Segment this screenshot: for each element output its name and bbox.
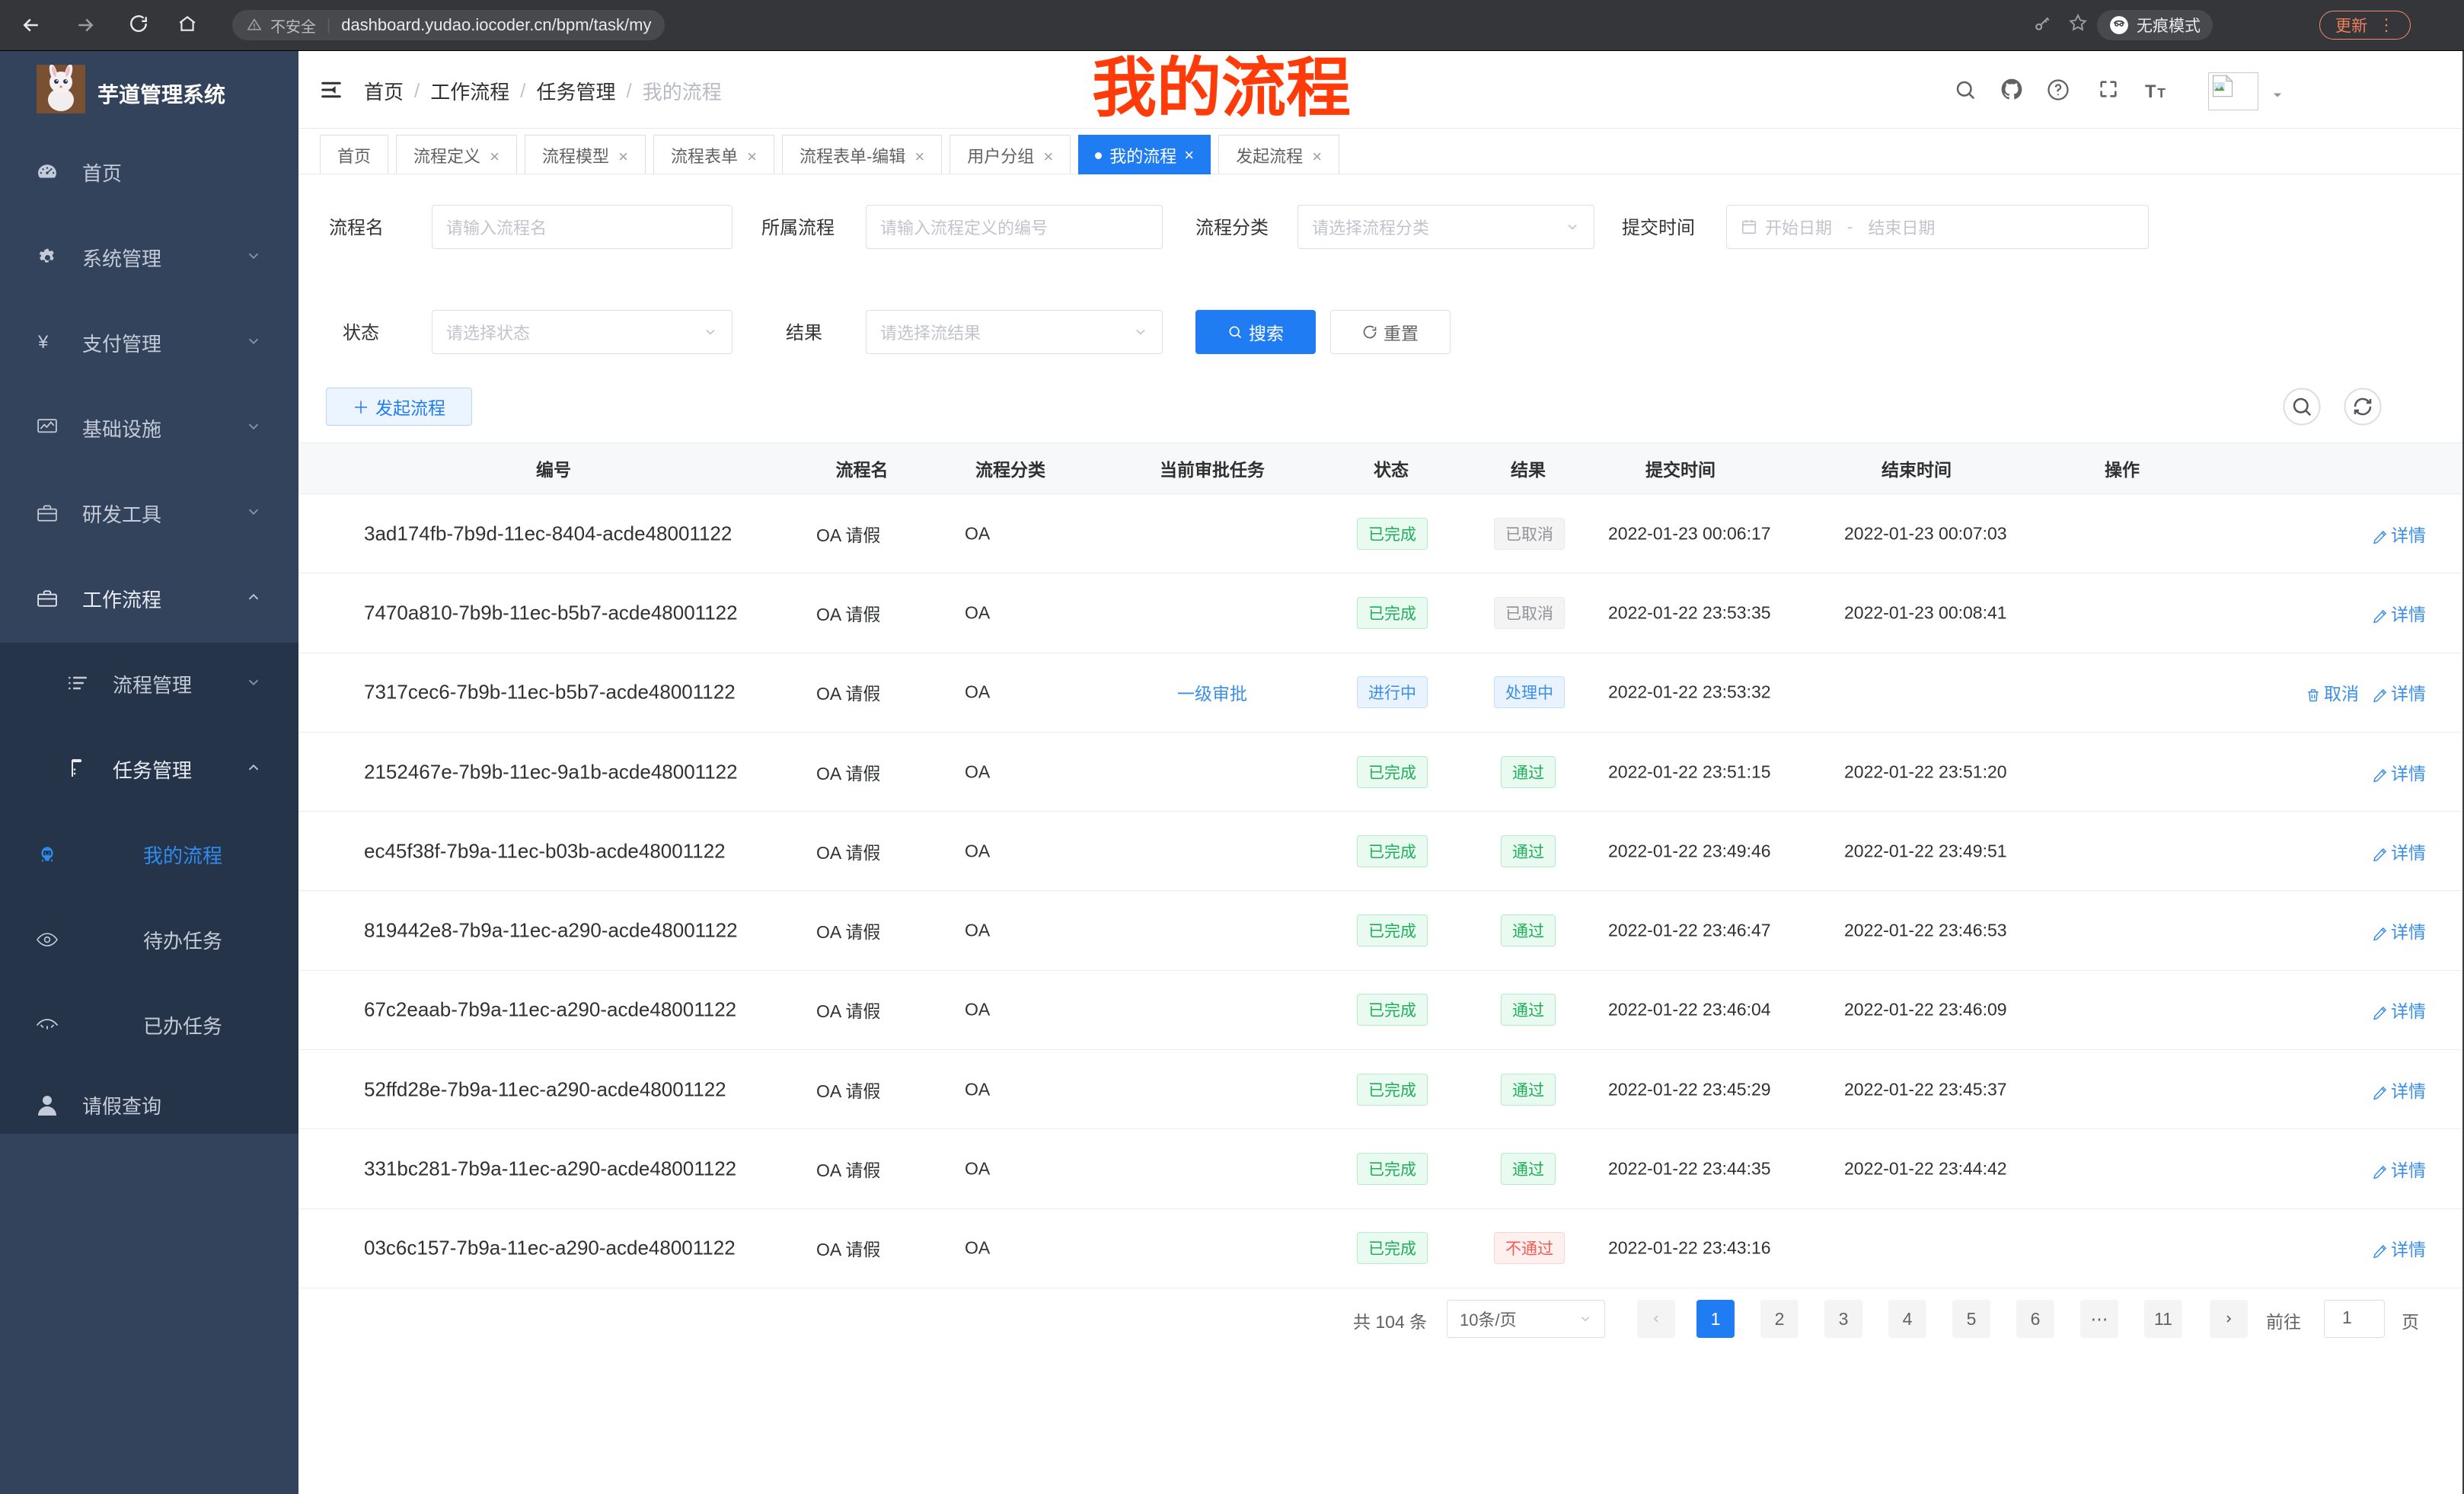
svg-text:¥: ¥ (38, 333, 49, 353)
svg-text:T: T (2145, 81, 2156, 101)
svg-text:T: T (2157, 85, 2166, 101)
